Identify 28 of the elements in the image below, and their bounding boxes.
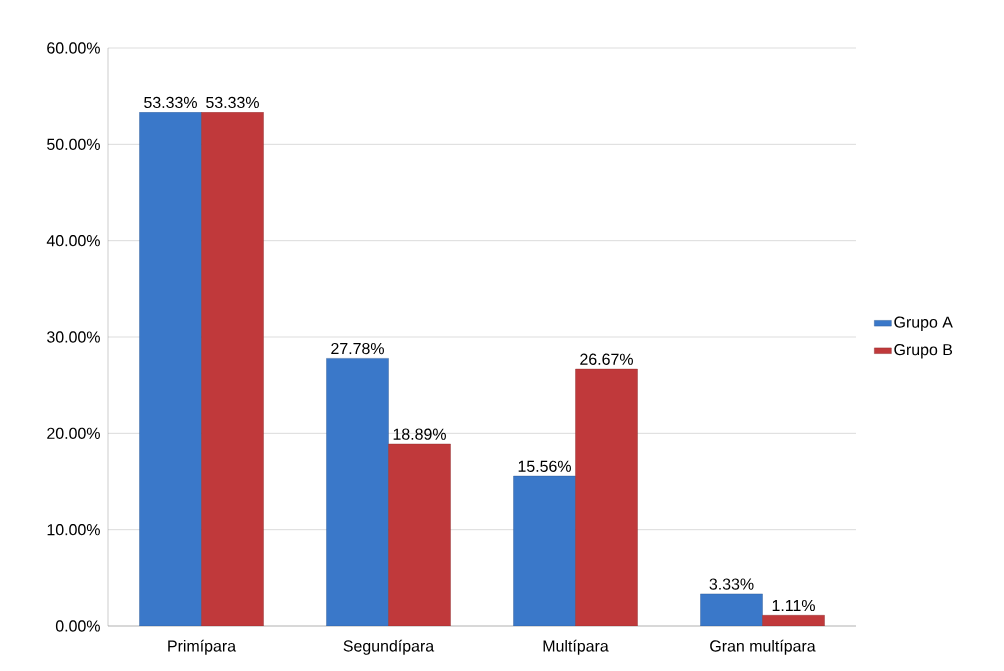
legend-label: Grupo B bbox=[894, 344, 953, 359]
y-tick-label: 20.00% bbox=[47, 427, 100, 439]
y-tick-label: 0.00% bbox=[55, 620, 100, 632]
x-tick-label: Multípara bbox=[543, 639, 609, 655]
data-label: 3.33% bbox=[709, 578, 754, 590]
data-label: 53.33% bbox=[144, 96, 197, 109]
bar bbox=[139, 112, 202, 626]
bar bbox=[575, 368, 638, 626]
x-tick-label: Gran multípara bbox=[710, 639, 816, 655]
legend-label: Grupo A bbox=[894, 316, 953, 331]
bar bbox=[326, 358, 389, 626]
y-tick-label: 40.00% bbox=[46, 235, 100, 247]
data-label: 26.67% bbox=[580, 353, 633, 365]
y-tick-label: 30.00% bbox=[47, 331, 100, 343]
x-tick-label: Primípara bbox=[168, 639, 237, 655]
bar bbox=[513, 475, 576, 626]
x-tick-label: Segundípara bbox=[343, 639, 435, 655]
y-tick-label: 10.00% bbox=[47, 524, 100, 536]
bar bbox=[388, 443, 451, 626]
data-label: 53.33% bbox=[206, 96, 259, 109]
data-label: 18.89% bbox=[393, 428, 446, 440]
data-label: 15.56% bbox=[518, 460, 571, 472]
y-tick-label: 60.00% bbox=[47, 42, 100, 54]
data-label: 1.11% bbox=[772, 599, 815, 612]
bar bbox=[700, 593, 763, 626]
y-tick-label: 50.00% bbox=[47, 138, 100, 150]
bar bbox=[201, 112, 264, 626]
data-label: 27.78% bbox=[331, 342, 384, 355]
